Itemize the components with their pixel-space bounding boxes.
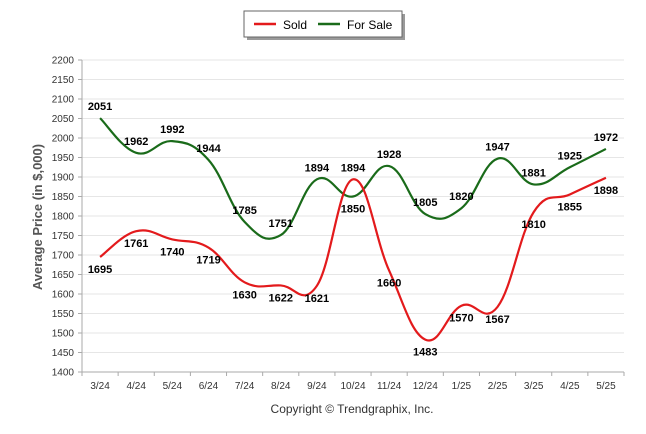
data-label-sold: 1740 xyxy=(160,246,184,258)
series-line-sold xyxy=(99,176,607,342)
data-label-for-sale: 1751 xyxy=(268,218,292,230)
y-axis-label: Average Price (in $,000) xyxy=(30,144,45,290)
x-axis-ticks: 3/24 4/24 5/24 6/24 7/24 8/24 9/24 10/24 11/24 12… xyxy=(81,372,625,392)
y-tick-label: 2050 xyxy=(52,114,75,125)
x-tick-label: 4/25 xyxy=(560,381,580,392)
data-label-for-sale: 1881 xyxy=(521,167,545,179)
data-label-for-sale: 1894 xyxy=(305,162,330,174)
y-tick-label: 1650 xyxy=(52,270,75,281)
data-label-sold: 1630 xyxy=(232,289,256,301)
x-tick-label: 10/24 xyxy=(340,381,365,392)
x-tick-label: 1/25 xyxy=(452,381,472,392)
data-label-sold: 1855 xyxy=(558,202,582,214)
data-label-sold: 1660 xyxy=(377,278,401,290)
x-tick-label: 7/24 xyxy=(235,381,255,392)
data-labels: 1695 1761 1740 1719 1630 1622 1621 1894 1660 1483… xyxy=(88,101,618,359)
y-tick-label: 1600 xyxy=(52,290,75,301)
data-label-sold: 1898 xyxy=(594,185,618,197)
data-label-sold: 1761 xyxy=(124,238,148,250)
data-label-for-sale: 1962 xyxy=(124,136,148,148)
y-tick-label: 1750 xyxy=(52,231,75,242)
data-label-for-sale: 1992 xyxy=(160,124,184,136)
x-tick-label: 4/24 xyxy=(126,381,146,392)
y-tick-label: 1550 xyxy=(52,309,75,320)
data-label-sold: 1570 xyxy=(449,313,473,325)
data-label-sold: 1567 xyxy=(485,314,509,326)
data-label-for-sale: 2051 xyxy=(88,101,112,113)
y-tick-label: 1900 xyxy=(52,173,75,184)
data-label-sold: 1483 xyxy=(413,347,437,359)
x-tick-label: 5/24 xyxy=(163,381,183,392)
legend-sold-label: Sold xyxy=(283,18,307,32)
data-label-sold: 1695 xyxy=(88,264,112,276)
x-tick-label: 8/24 xyxy=(271,381,291,392)
data-label-sold: 1719 xyxy=(196,255,220,267)
y-tick-label: 1850 xyxy=(52,192,75,203)
data-label-for-sale: 1972 xyxy=(594,132,618,144)
series-line-for-sale xyxy=(99,117,607,240)
x-tick-label: 12/24 xyxy=(413,381,438,392)
grid xyxy=(82,59,624,353)
data-label-sold: 1894 xyxy=(341,162,366,174)
x-tick-label: 9/24 xyxy=(307,381,327,392)
data-label-for-sale: 1925 xyxy=(558,150,582,162)
data-label-for-sale: 1785 xyxy=(232,205,256,217)
x-tick-label: 5/25 xyxy=(596,381,616,392)
x-tick-label: 6/24 xyxy=(199,381,219,392)
y-tick-label: 2000 xyxy=(52,134,75,145)
y-tick-label: 1700 xyxy=(52,251,75,262)
y-axis-ticks: 1400 1450 1500 1550 1600 1650 1700 1750 1800 1850… xyxy=(52,56,82,379)
y-tick-label: 2100 xyxy=(52,95,75,106)
data-label-for-sale: 1820 xyxy=(449,191,473,203)
y-tick-label: 1400 xyxy=(52,368,75,379)
data-label-sold: 1621 xyxy=(305,293,329,305)
data-label-for-sale: 1944 xyxy=(196,143,221,155)
data-label-for-sale: 1928 xyxy=(377,149,401,161)
x-tick-label: 11/24 xyxy=(377,381,402,392)
copyright-footer: Copyright © Trendgraphix, Inc. xyxy=(271,402,434,416)
x-tick-label: 3/25 xyxy=(524,381,544,392)
data-label-for-sale: 1805 xyxy=(413,197,437,209)
y-tick-label: 1800 xyxy=(52,212,75,223)
data-label-for-sale: 1850 xyxy=(341,204,365,216)
x-tick-label: 3/24 xyxy=(90,381,110,392)
x-tick-label: 2/25 xyxy=(488,381,508,392)
legend-for-sale-label: For Sale xyxy=(347,18,393,32)
y-tick-label: 1950 xyxy=(52,153,75,164)
data-label-for-sale: 1947 xyxy=(485,142,509,154)
y-tick-label: 2150 xyxy=(52,75,75,86)
legend: Sold For Sale xyxy=(243,10,405,40)
y-tick-label: 2200 xyxy=(52,56,75,67)
data-label-sold: 1810 xyxy=(521,219,545,231)
data-label-sold: 1622 xyxy=(268,292,292,304)
y-tick-label: 1500 xyxy=(52,329,75,340)
y-tick-label: 1450 xyxy=(52,348,75,359)
series-lines xyxy=(99,117,607,342)
